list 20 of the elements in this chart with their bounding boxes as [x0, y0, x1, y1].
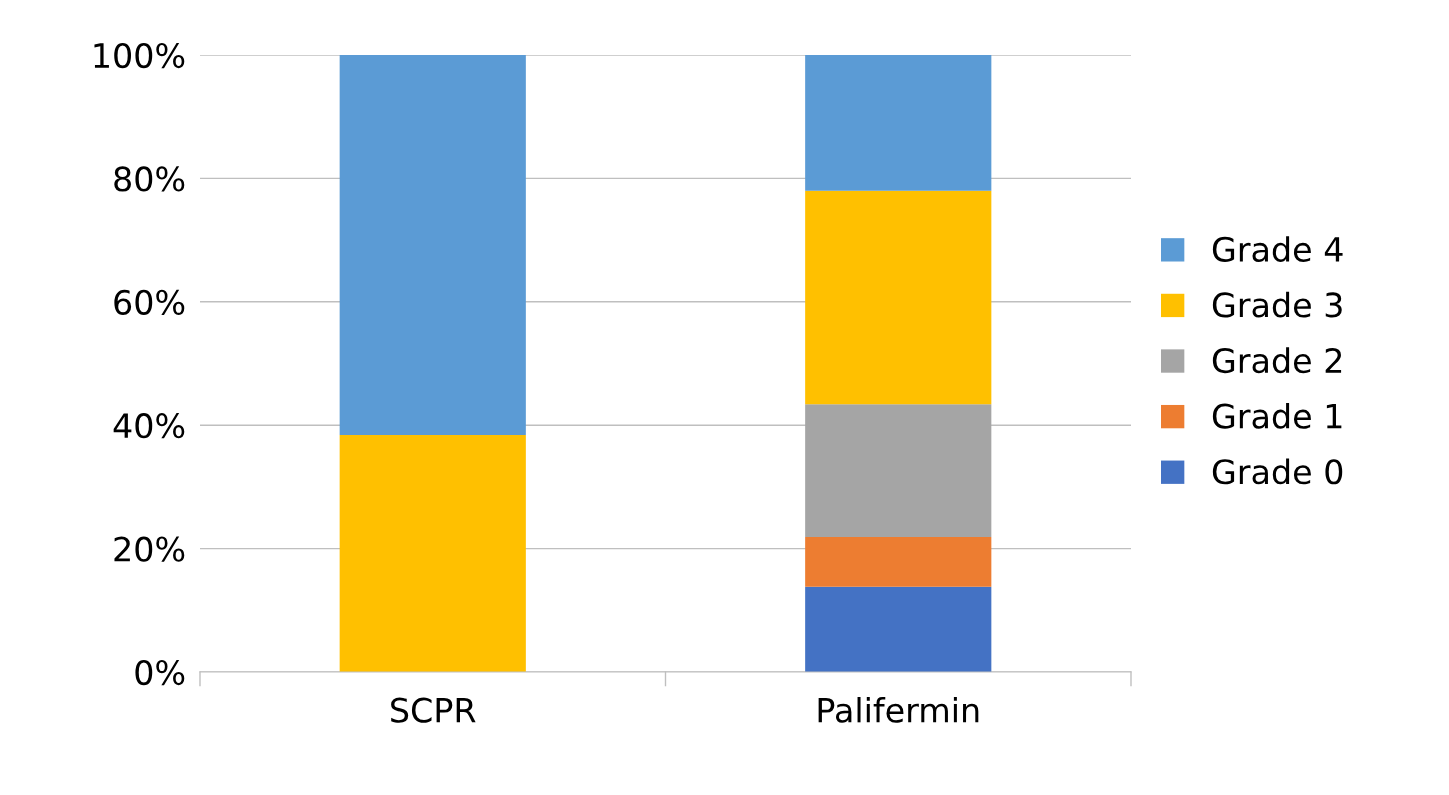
y-tick-label: 0%: [135, 659, 185, 686]
legend-label: Grade 2: [1212, 347, 1342, 374]
bar: [805, 404, 992, 537]
x-tick-label: SCPR: [391, 697, 476, 723]
x-tick-label: Palifermin: [818, 697, 979, 723]
y-tick-label: 60%: [114, 289, 185, 315]
bar: [339, 435, 526, 672]
bar: [805, 536, 992, 587]
legend-label: Grade 3: [1212, 291, 1342, 318]
y-tick-label: 100%: [94, 42, 185, 69]
legend-label: Grade 4: [1212, 236, 1343, 262]
legend-label: Grade 0: [1212, 458, 1343, 485]
legend-label: Grade 1: [1212, 402, 1342, 429]
bar: [339, 55, 526, 436]
y-tick-label: 40%: [113, 413, 185, 439]
bar: [805, 586, 992, 672]
bar: [805, 55, 992, 191]
y-tick-label: 80%: [114, 166, 185, 192]
bar: [805, 190, 992, 405]
y-tick-label: 20%: [114, 536, 185, 562]
